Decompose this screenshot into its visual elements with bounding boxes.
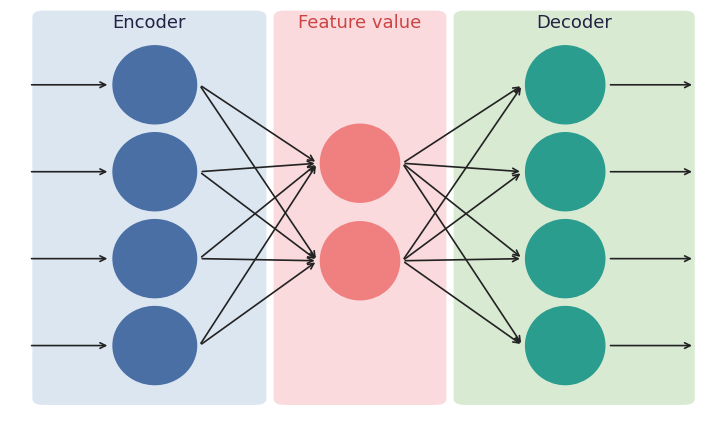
- Ellipse shape: [113, 220, 197, 298]
- Ellipse shape: [526, 46, 605, 124]
- Ellipse shape: [526, 220, 605, 298]
- FancyBboxPatch shape: [454, 11, 695, 405]
- Ellipse shape: [113, 307, 197, 385]
- FancyBboxPatch shape: [274, 11, 446, 405]
- Ellipse shape: [320, 124, 400, 202]
- FancyBboxPatch shape: [32, 11, 266, 405]
- Ellipse shape: [320, 222, 400, 300]
- Ellipse shape: [113, 133, 197, 211]
- Ellipse shape: [113, 46, 197, 124]
- Text: Encoder: Encoder: [112, 14, 186, 32]
- Ellipse shape: [526, 307, 605, 385]
- Text: Decoder: Decoder: [536, 14, 612, 32]
- Text: Feature value: Feature value: [298, 14, 422, 32]
- Ellipse shape: [526, 133, 605, 211]
